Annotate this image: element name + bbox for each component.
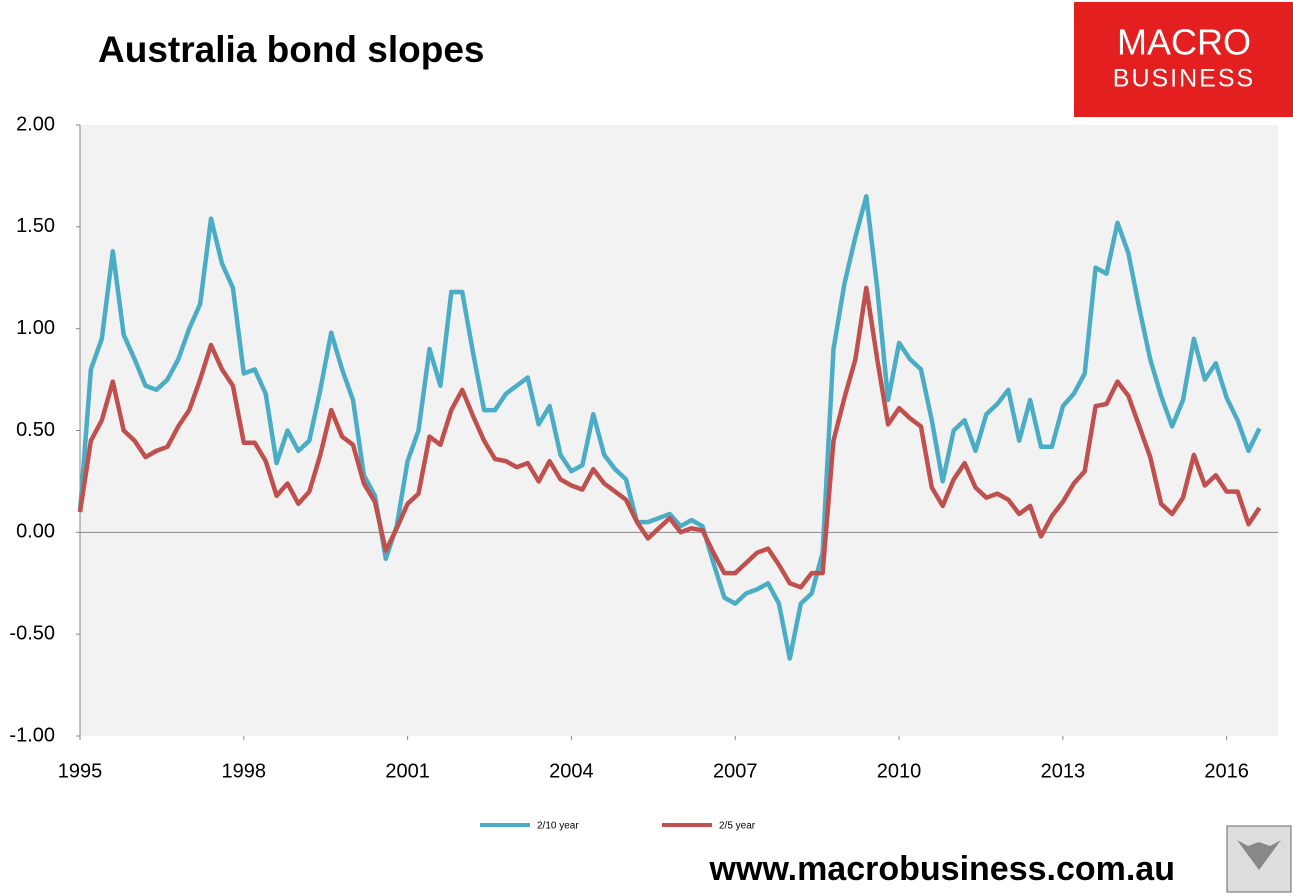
logo-box: [1074, 2, 1293, 117]
chart-title: Australia bond slopes: [98, 29, 485, 70]
logo-text: BUSINESS: [1113, 65, 1255, 93]
y-tick-label: 0.50: [16, 419, 55, 441]
y-tick-label: -0.50: [9, 622, 55, 644]
line-series: [77, 194, 1262, 661]
y-tick-label: 1.00: [16, 317, 55, 339]
y-tick-label: 2.00: [16, 113, 55, 135]
footer-url: www.macrobusiness.com.au: [709, 850, 1175, 888]
y-tick-label: 0.00: [16, 521, 55, 543]
x-tick-label: 1998: [222, 760, 267, 782]
x-tick-label: 2013: [1041, 760, 1086, 782]
plot-area: [80, 125, 1278, 736]
y-tick-label: 1.50: [16, 215, 55, 237]
x-tick-label: 2001: [385, 760, 430, 782]
x-tick-label: 2016: [1204, 760, 1249, 782]
x-tick-label: 2004: [549, 760, 594, 782]
legend-label: 2/5 year: [719, 821, 756, 832]
line-series: [77, 285, 1262, 590]
x-tick-label: 2007: [713, 760, 758, 782]
x-tick-label: 2010: [877, 760, 922, 782]
fox-icon: [1237, 840, 1281, 870]
x-tick-label: 1995: [58, 760, 103, 782]
y-tick-label: -1.00: [9, 724, 55, 746]
legend-label: 2/10 year: [537, 821, 579, 832]
logo-text: MACRO: [1117, 22, 1251, 63]
